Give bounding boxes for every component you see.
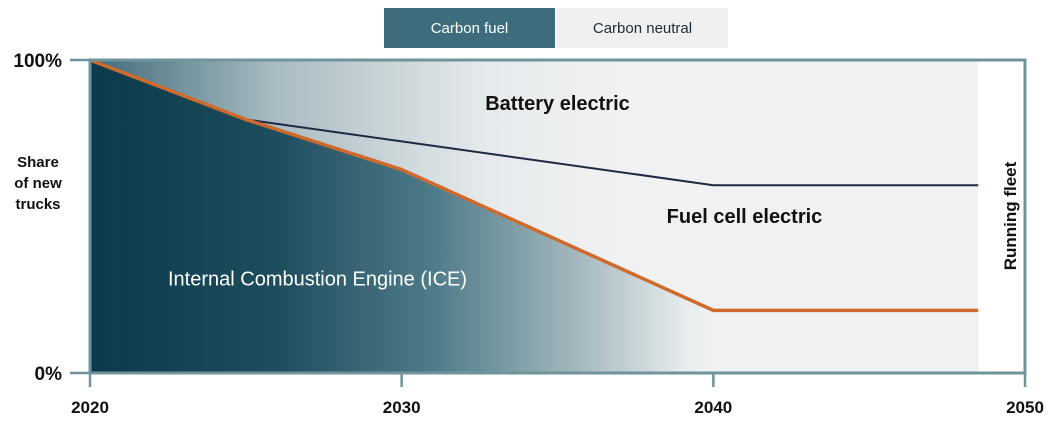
legend-carbon-fuel: Carbon fuel — [384, 8, 555, 48]
x-tick-label-2020: 2020 — [71, 398, 109, 417]
fuel-cell-electric-label: Fuel cell electric — [667, 206, 823, 228]
fuel-cell-boundary-line — [245, 118, 979, 187]
ice-boundary-line — [89, 58, 979, 313]
plot-frame — [88, 58, 1027, 375]
legend-carbon-fuel-label: Carbon fuel — [430, 19, 509, 37]
legend-carbon-neutral-label: Carbon neutral — [592, 19, 693, 37]
x-tick-label-2040: 2040 — [694, 398, 732, 417]
legend: Carbon fuel Carbon neutral — [384, 8, 728, 48]
y-axis-label: Share of new trucks — [14, 154, 62, 213]
ice-region — [90, 60, 979, 373]
y-tick-label-100: 100% — [13, 51, 62, 72]
ice-label: Internal Combustion Engine (ICE) — [168, 268, 467, 290]
x-tick-label-2050: 2050 — [1006, 398, 1044, 417]
x-tick-label-2030: 2030 — [383, 398, 421, 417]
legend-divider — [555, 14, 557, 42]
y-tick-label-0: 0% — [35, 364, 63, 385]
running-fleet-label: Running fleet — [1001, 161, 1020, 270]
legend-carbon-neutral: Carbon neutral — [557, 8, 728, 48]
battery-electric-label: Battery electric — [485, 93, 630, 115]
